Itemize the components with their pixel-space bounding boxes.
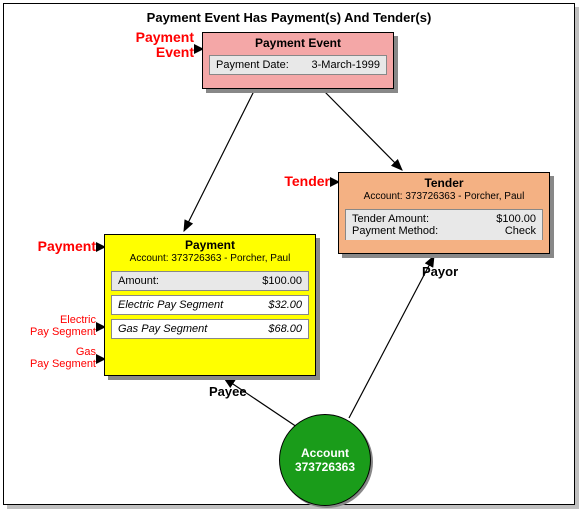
payment-title: Payment	[105, 235, 315, 253]
pay-segment-value: $32.00	[268, 299, 302, 311]
tender-field-label: Payment Method:	[352, 225, 438, 237]
label-tender: Tender	[244, 174, 330, 189]
payment-event-box: Payment Event Payment Date: 3-March-1999	[202, 32, 394, 89]
payment-subtitle: Account: 373726363 - Porcher, Paul	[105, 253, 315, 267]
tender-box: Tender Account: 373726363 - Porcher, Pau…	[338, 172, 550, 254]
payment-date-label: Payment Date:	[216, 59, 289, 71]
label-electric-seg: Electric Pay Segment	[4, 314, 96, 338]
tender-field-value: Check	[505, 225, 536, 237]
pay-segment-value: $68.00	[268, 323, 302, 335]
tender-title: Tender	[339, 173, 549, 191]
payment-event-title: Payment Event	[203, 33, 393, 51]
tender-field-value: $100.00	[496, 213, 536, 225]
label-gas-seg: Gas Pay Segment	[4, 346, 96, 370]
payment-amount-label: Amount:	[118, 275, 159, 287]
tender-rows: Tender Amount: $100.00 Payment Method: Chec…	[345, 209, 543, 240]
tender-field-label: Tender Amount:	[352, 213, 429, 225]
payment-date-value: 3-March-1999	[312, 59, 380, 71]
label-payee: Payee	[209, 384, 247, 399]
tender-subtitle: Account: 373726363 - Porcher, Paul	[339, 191, 549, 205]
payment-amount-value: $100.00	[262, 275, 302, 287]
account-label: Account	[295, 446, 355, 460]
account-number: 373726363	[295, 460, 355, 474]
payment-amount-row: Amount: $100.00	[111, 271, 309, 291]
payment-box: Payment Account: 373726363 - Porcher, Pa…	[104, 234, 316, 376]
pay-segment-row: Gas Pay Segment $68.00	[111, 319, 309, 339]
label-payment: Payment	[4, 239, 96, 254]
pay-segment-label: Electric Pay Segment	[118, 299, 223, 311]
diagram-title: Payment Event Has Payment(s) And Tender(…	[4, 10, 574, 25]
label-payment-event: Payment Event	[64, 30, 194, 61]
account-circle: Account 373726363	[279, 414, 371, 506]
label-payor: Payor	[422, 264, 458, 279]
payment-event-date-row: Payment Date: 3-March-1999	[209, 55, 387, 75]
pay-segment-row: Electric Pay Segment $32.00	[111, 295, 309, 315]
diagram-frame: Payment Event Has Payment(s) And Tender(…	[3, 3, 575, 505]
pay-segment-label: Gas Pay Segment	[118, 323, 207, 335]
